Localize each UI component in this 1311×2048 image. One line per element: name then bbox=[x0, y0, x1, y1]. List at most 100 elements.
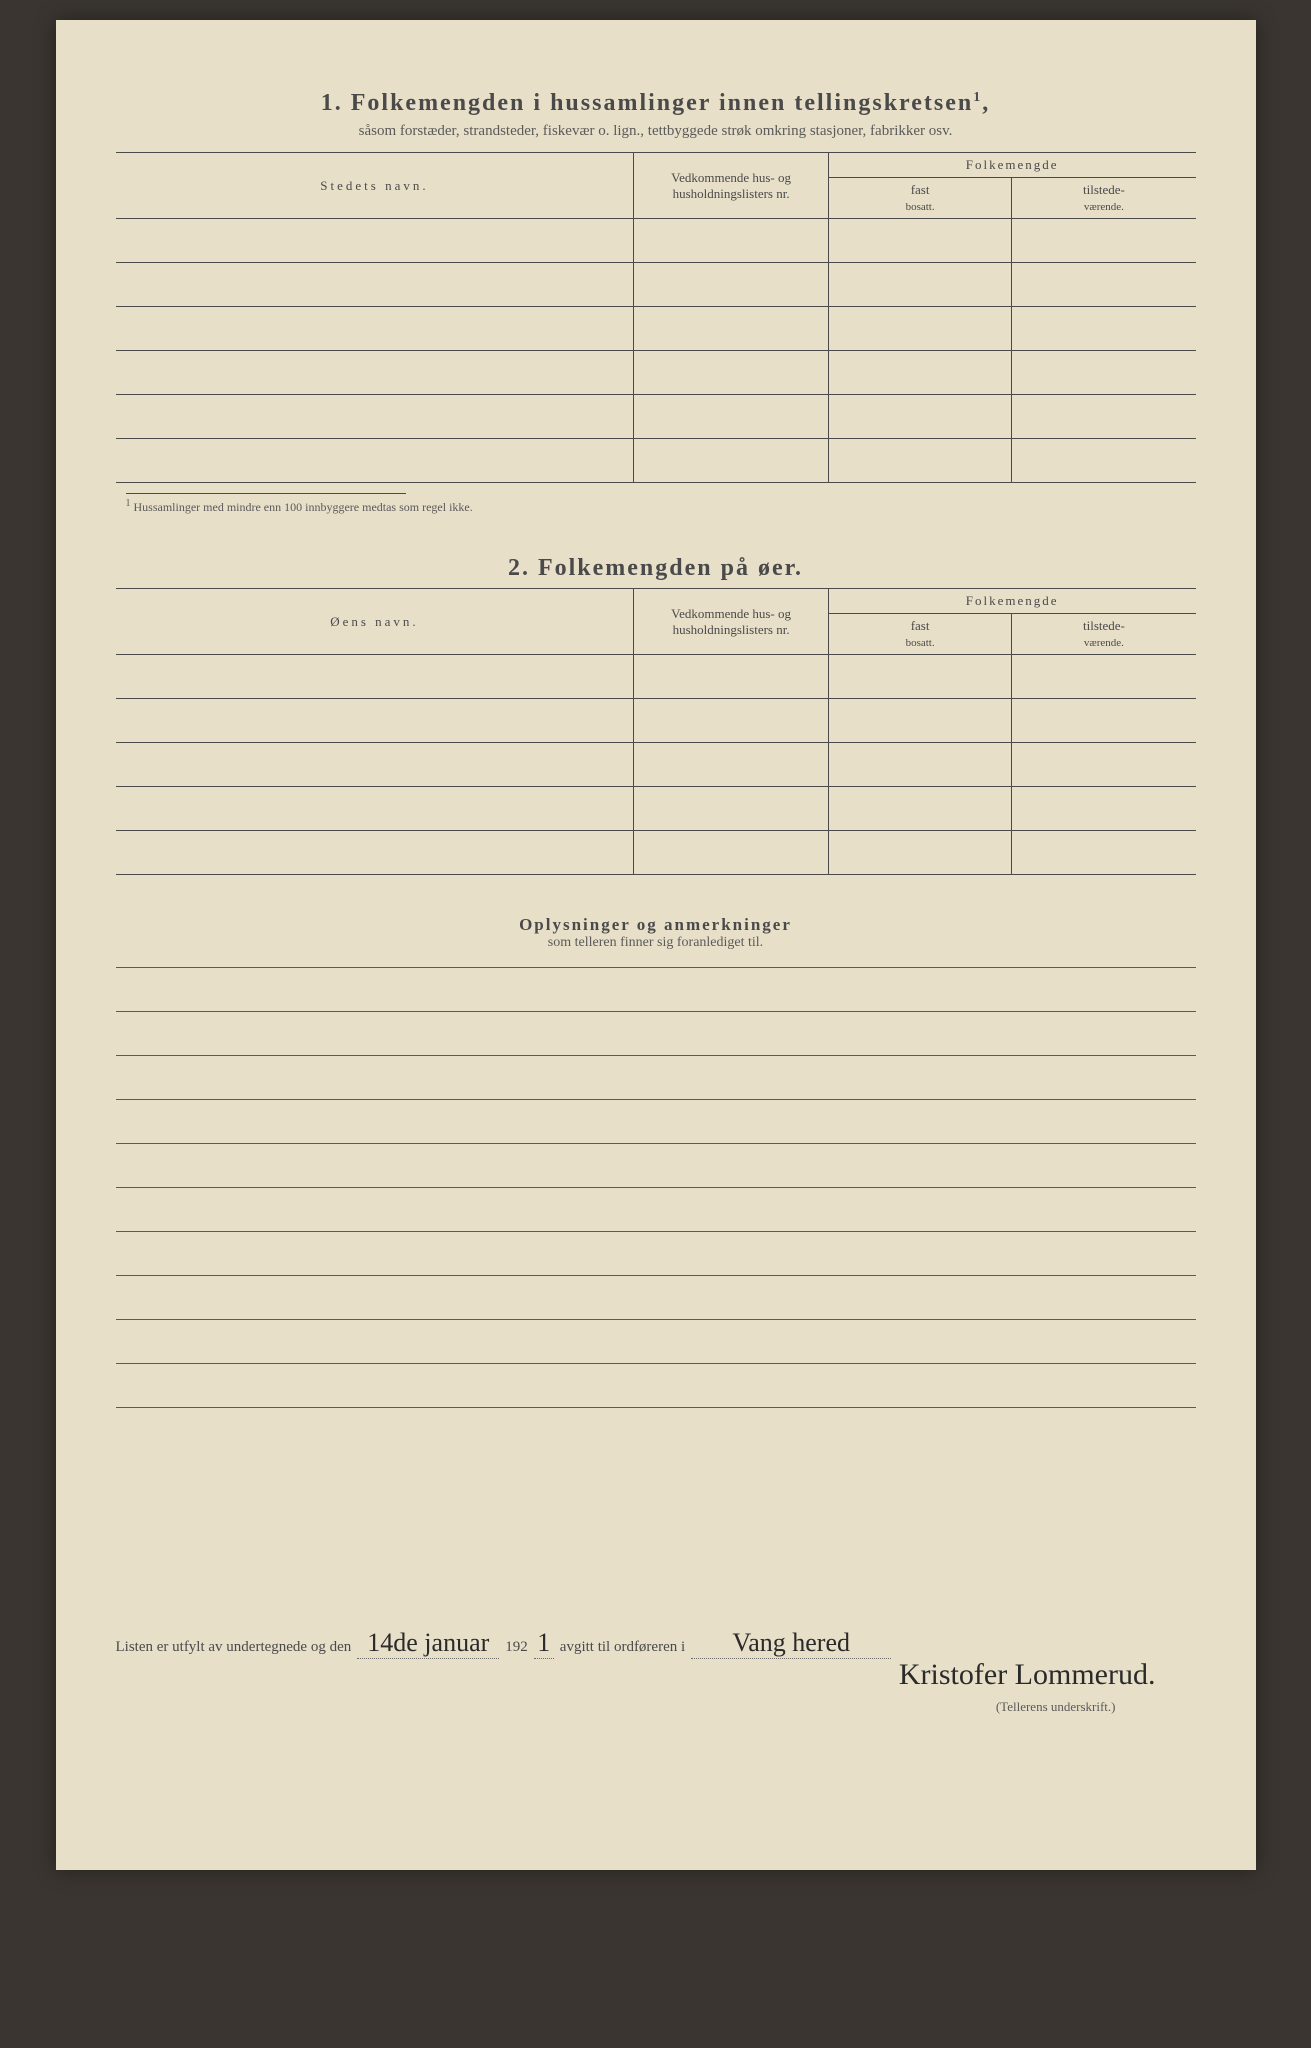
section-1-number: 1. bbox=[321, 90, 343, 116]
remarks-subtitle: som telleren finner sig foranlediget til… bbox=[116, 935, 1196, 951]
table-row bbox=[116, 439, 1196, 483]
table-cell bbox=[1012, 263, 1196, 307]
table-cell bbox=[828, 263, 1012, 307]
table-row bbox=[116, 395, 1196, 439]
col-fast-sub: bosatt. bbox=[906, 201, 935, 213]
table-cell bbox=[116, 787, 634, 831]
table-cell bbox=[116, 351, 634, 395]
section-2: 2. Folkemengden på øer. Øens navn. Vedko… bbox=[116, 555, 1196, 875]
col-fast: fast bosatt. bbox=[828, 178, 1012, 219]
table-cell bbox=[634, 263, 828, 307]
table-cell bbox=[828, 699, 1012, 743]
footnote-rule: 1 Hussamlinger med mindre enn 100 innbyg… bbox=[126, 493, 406, 515]
col-ref-2: Vedkommende hus- og husholdningslisters … bbox=[634, 589, 828, 655]
ruled-line bbox=[116, 1276, 1196, 1320]
col-fast-label-2: fast bbox=[911, 618, 930, 633]
section-1-title: 1. Folkemengden i hussamlinger innen tel… bbox=[116, 90, 1196, 117]
sig-year-prefix: 192 bbox=[505, 1639, 528, 1656]
table-row bbox=[116, 307, 1196, 351]
sig-date: 14de januar bbox=[357, 1628, 499, 1659]
section-1-sup: 1 bbox=[973, 90, 982, 105]
table-cell bbox=[634, 439, 828, 483]
col-ref: Vedkommende hus- og husholdningslisters … bbox=[634, 153, 828, 219]
ruled-line bbox=[116, 1320, 1196, 1364]
table-cell bbox=[634, 307, 828, 351]
table-cell bbox=[116, 263, 634, 307]
table-row bbox=[116, 743, 1196, 787]
table-cell bbox=[116, 219, 634, 263]
ruled-line bbox=[116, 968, 1196, 1012]
census-form-page: 1. Folkemengden i hussamlinger innen tel… bbox=[56, 20, 1256, 1870]
table-cell bbox=[116, 655, 634, 699]
table-cell bbox=[1012, 219, 1196, 263]
col-tilstede: tilstede- værende. bbox=[1012, 178, 1196, 219]
table-cell bbox=[634, 831, 828, 875]
table-cell bbox=[1012, 831, 1196, 875]
ruled-line bbox=[116, 1056, 1196, 1100]
table-cell bbox=[1012, 655, 1196, 699]
footnote-1: 1 Hussamlinger med mindre enn 100 innbyg… bbox=[126, 494, 726, 515]
table-cell bbox=[828, 395, 1012, 439]
table-2: Øens navn. Vedkommende hus- og husholdni… bbox=[116, 588, 1196, 875]
signature-line: Listen er utfylt av undertegnede og den … bbox=[116, 1628, 1196, 1659]
table-row bbox=[116, 219, 1196, 263]
remarks-title: Oplysninger og anmerkninger bbox=[116, 915, 1196, 935]
table-cell bbox=[634, 351, 828, 395]
table-row bbox=[116, 263, 1196, 307]
table-cell bbox=[1012, 307, 1196, 351]
footnote-mark: 1 bbox=[126, 498, 131, 509]
col-til-label-2: tilstede- bbox=[1083, 618, 1125, 633]
table-cell bbox=[1012, 699, 1196, 743]
col-oens-navn: Øens navn. bbox=[116, 589, 634, 655]
table-cell bbox=[1012, 395, 1196, 439]
col-folkemengde-2: Folkemengde bbox=[828, 589, 1195, 614]
table-cell bbox=[116, 831, 634, 875]
table-cell bbox=[828, 439, 1012, 483]
ruled-line bbox=[116, 1144, 1196, 1188]
table-cell bbox=[634, 787, 828, 831]
table-cell bbox=[116, 439, 634, 483]
col-fast-label: fast bbox=[911, 182, 930, 197]
table-cell bbox=[828, 831, 1012, 875]
table-row bbox=[116, 351, 1196, 395]
table-row bbox=[116, 831, 1196, 875]
section-2-title-text: Folkemengden på øer. bbox=[538, 555, 803, 581]
section-1-subtitle: såsom forstæder, strandsteder, fiskevær … bbox=[116, 123, 1196, 140]
table-cell bbox=[634, 699, 828, 743]
table-cell bbox=[828, 351, 1012, 395]
table-cell bbox=[828, 743, 1012, 787]
col-til-label: tilstede- bbox=[1083, 182, 1125, 197]
signature-block: Listen er utfylt av undertegnede og den … bbox=[116, 1628, 1196, 1715]
ruled-line bbox=[116, 1188, 1196, 1232]
table-row bbox=[116, 699, 1196, 743]
section-1-title-text: Folkemengden i hussamlinger innen tellin… bbox=[351, 90, 974, 116]
col-folkemengde: Folkemengde bbox=[828, 153, 1195, 178]
table-cell bbox=[828, 219, 1012, 263]
remarks-section: Oplysninger og anmerkninger som telleren… bbox=[116, 915, 1196, 1408]
table-1: Stedets navn. Vedkommende hus- og hushol… bbox=[116, 152, 1196, 483]
table-cell bbox=[634, 219, 828, 263]
col-tilstede-2: tilstede- værende. bbox=[1012, 614, 1196, 655]
ruled-line bbox=[116, 1364, 1196, 1408]
table-cell bbox=[634, 395, 828, 439]
section-1: 1. Folkemengden i hussamlinger innen tel… bbox=[116, 90, 1196, 515]
table-cell bbox=[1012, 787, 1196, 831]
col-stedets-navn: Stedets navn. bbox=[116, 153, 634, 219]
ruled-line bbox=[116, 1100, 1196, 1144]
section-2-number: 2. bbox=[508, 555, 530, 581]
table-cell bbox=[116, 743, 634, 787]
col-til-sub: værende. bbox=[1084, 201, 1124, 213]
table-cell bbox=[116, 307, 634, 351]
table-cell bbox=[1012, 351, 1196, 395]
table-row bbox=[116, 655, 1196, 699]
ruled-line bbox=[116, 1012, 1196, 1056]
col-til-sub-2: værende. bbox=[1084, 637, 1124, 649]
table-2-body bbox=[116, 655, 1196, 875]
footnote-text: Hussamlinger med mindre enn 100 innbygge… bbox=[134, 500, 473, 514]
sig-place: Vang hered bbox=[691, 1628, 891, 1659]
sig-mid: avgitt til ordføreren i bbox=[560, 1639, 685, 1656]
table-cell bbox=[116, 699, 634, 743]
ruled-line bbox=[116, 1232, 1196, 1276]
sig-under-label: (Tellerens underskrift.) bbox=[116, 1699, 1196, 1715]
table-cell bbox=[828, 655, 1012, 699]
